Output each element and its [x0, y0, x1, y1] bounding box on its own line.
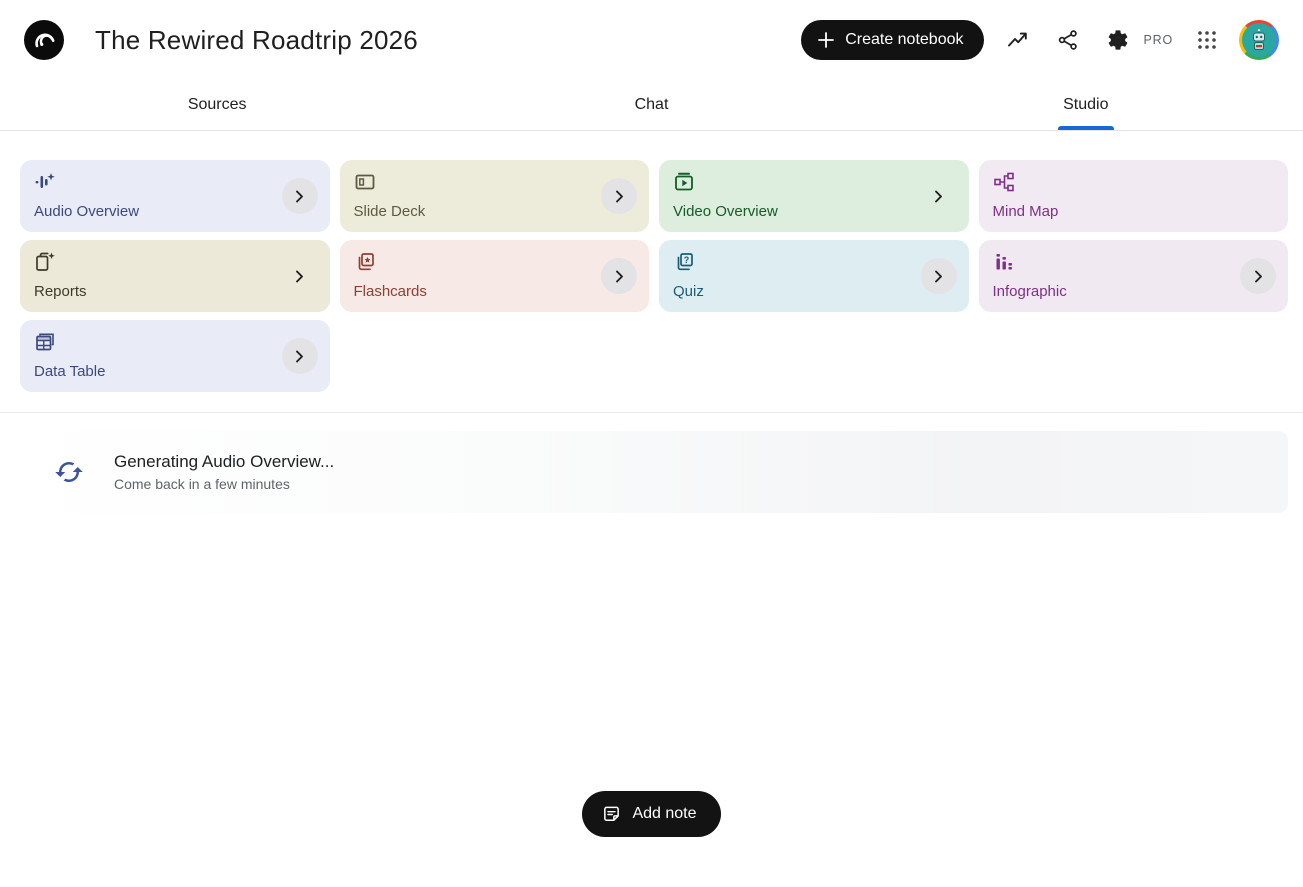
avatar-robot-image: [1242, 23, 1276, 57]
studio-divider: [0, 412, 1303, 413]
generating-title: Generating Audio Overview...: [114, 452, 335, 471]
audio-overview-icon: [34, 171, 56, 193]
apps-grid-icon[interactable]: [1187, 20, 1227, 60]
chevron-right-icon[interactable]: [281, 338, 318, 374]
studio-card-label: Video Overview: [673, 203, 778, 220]
video-overview-icon: [673, 171, 695, 193]
studio-card-grid: Audio Overview Slide Deck Video Overview…: [20, 160, 1288, 392]
studio-card-audio-overview[interactable]: Audio Overview: [20, 160, 330, 232]
share-icon[interactable]: [1048, 20, 1088, 60]
create-notebook-label: Create notebook: [845, 31, 964, 48]
studio-card-reports[interactable]: Reports: [20, 240, 330, 312]
chevron-right-icon[interactable]: [920, 258, 957, 294]
chevron-right-icon[interactable]: [601, 178, 637, 214]
app-header: The Rewired Roadtrip 2026 Create noteboo…: [0, 0, 1303, 80]
studio-card-label: Audio Overview: [34, 203, 140, 220]
slide-deck-icon: [354, 171, 376, 193]
chevron-right-icon[interactable]: [601, 258, 637, 294]
pro-badge: PRO: [1143, 33, 1173, 47]
user-avatar[interactable]: [1239, 20, 1279, 60]
mind-map-icon: [993, 171, 1015, 193]
studio-card-label: Reports: [34, 283, 87, 300]
panel-tabs: Sources Chat Studio: [0, 80, 1303, 131]
studio-card-label: Quiz: [673, 283, 704, 300]
studio-card-label: Data Table: [34, 363, 106, 380]
sync-icon: [54, 457, 84, 487]
generating-status-row: Generating Audio Overview... Come back i…: [20, 431, 1288, 513]
studio-card-slide-deck[interactable]: Slide Deck: [339, 160, 649, 232]
reports-icon: [34, 251, 56, 273]
add-note-button[interactable]: Add note: [582, 791, 721, 837]
analytics-trending-icon[interactable]: [998, 20, 1038, 60]
chevron-right-icon[interactable]: [281, 178, 318, 214]
infographic-icon: [993, 251, 1015, 273]
notebooklm-logo[interactable]: [24, 20, 64, 60]
studio-card-infographic[interactable]: Infographic: [978, 240, 1288, 312]
settings-gear-icon[interactable]: [1098, 20, 1138, 60]
data-table-icon: [34, 331, 56, 353]
tab-chat[interactable]: Chat: [634, 96, 669, 113]
tab-sources[interactable]: Sources: [187, 96, 247, 113]
quiz-icon: ?: [673, 251, 695, 273]
flashcards-icon: [354, 251, 376, 273]
note-icon: [602, 805, 621, 824]
studio-card-label: Mind Map: [992, 203, 1059, 220]
svg-text:?: ?: [684, 255, 690, 265]
add-note-label: Add note: [632, 805, 697, 822]
studio-card-label: Slide Deck: [353, 203, 426, 220]
create-notebook-button[interactable]: Create notebook: [801, 20, 984, 60]
studio-card-label: Flashcards: [353, 283, 427, 300]
chevron-right-icon[interactable]: [921, 178, 957, 214]
studio-card-flashcards[interactable]: Flashcards: [339, 240, 649, 312]
notebook-title[interactable]: The Rewired Roadtrip 2026: [95, 24, 418, 55]
studio-card-label: Infographic: [992, 283, 1067, 300]
studio-card-data-table[interactable]: Data Table: [20, 320, 330, 392]
chevron-right-icon[interactable]: [282, 258, 318, 294]
plus-icon: [817, 31, 835, 49]
chevron-right-icon[interactable]: [1240, 258, 1276, 294]
studio-card-mind-map[interactable]: Mind Map: [978, 160, 1288, 232]
generating-subtitle: Come back in a few minutes: [114, 476, 290, 492]
tab-studio[interactable]: Studio: [869, 80, 1303, 130]
studio-card-quiz[interactable]: ? Quiz: [659, 240, 969, 312]
add-note-container: Add note: [0, 791, 1303, 837]
studio-card-video-overview[interactable]: Video Overview: [659, 160, 969, 232]
